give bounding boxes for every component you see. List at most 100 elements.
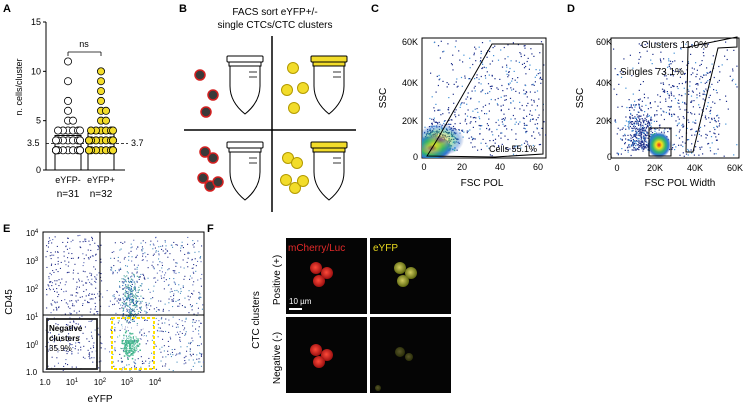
panel-d-event (641, 105, 643, 107)
panel-c-event (484, 104, 487, 106)
panel-d-event (726, 49, 728, 51)
panel-d-event (631, 149, 633, 151)
panel-e-event (142, 335, 144, 337)
panel-d-event (626, 106, 628, 109)
panel-e-event (152, 248, 154, 250)
panel-e-event (63, 251, 65, 253)
panel-e-event (71, 300, 73, 302)
panel-e-event (173, 270, 175, 272)
panel-e-event (126, 348, 129, 351)
panel-d-event (725, 41, 727, 43)
panel-e-event (126, 344, 129, 346)
panel-e-event (121, 281, 123, 283)
panel-e-event (187, 295, 189, 297)
panel-e-event (48, 287, 50, 289)
panel-c-event (525, 131, 527, 133)
panel-c-event (517, 123, 520, 125)
panel-e-event (65, 264, 67, 266)
panel-d-event (669, 128, 671, 130)
panel-e-event (188, 359, 190, 361)
panel-c-event (498, 124, 500, 126)
panel-e-event (185, 362, 187, 364)
panel-e-event (122, 285, 124, 287)
panel-d-event (702, 153, 704, 155)
panel-d-event (639, 98, 641, 100)
panel-c-event (472, 146, 474, 148)
panel-e-event (129, 313, 131, 315)
panel-e-event (137, 358, 139, 360)
panel-e-event (75, 342, 77, 344)
panel-e-event (80, 349, 82, 351)
panel-e-event (131, 272, 133, 274)
panel-c-ytick: 20K (402, 116, 418, 126)
panel-e-events (45, 234, 204, 372)
panel-c-event (486, 127, 488, 130)
panel-e-event (70, 313, 72, 315)
panel-a-point (52, 146, 61, 155)
panel-e-event (184, 356, 186, 358)
panel-c-event (479, 125, 481, 127)
panel-e-event (91, 319, 93, 321)
panel-e-event (136, 268, 138, 270)
panel-e-event (141, 289, 143, 291)
panel-e-event (201, 308, 203, 310)
panel-d-event (670, 74, 672, 76)
panel-d-event (662, 82, 664, 84)
panel-e-event (141, 334, 143, 336)
panel-d-event (704, 99, 706, 101)
panel-d-event (675, 146, 677, 148)
panel-e-event (128, 321, 130, 323)
panel-e-event (88, 294, 90, 296)
panel-e-event (170, 244, 172, 246)
panel-c-event (433, 120, 435, 122)
panel-e-event (128, 316, 130, 318)
panel-e-event (94, 276, 96, 278)
panel-c-event (539, 134, 541, 136)
panel-e-event (78, 278, 80, 280)
panel-c-event (519, 101, 521, 103)
panel-e-event (135, 304, 137, 306)
panel-a-point (102, 106, 111, 115)
panel-d-event (701, 60, 703, 62)
panel-e-event (178, 284, 180, 286)
panel-d-event (736, 86, 738, 88)
panel-e-event (67, 265, 69, 267)
panel-d-event (637, 111, 639, 113)
panel-d-event (670, 106, 672, 108)
panel-d-event (643, 127, 646, 129)
panel-e-event (81, 280, 83, 282)
panel-e-event (53, 254, 55, 256)
panel-e-event (172, 354, 174, 356)
panel-c-event (489, 40, 491, 42)
panel-b-title-2: single CTCs/CTC clusters (217, 20, 332, 31)
panel-e-event (110, 318, 112, 320)
panel-c-event (448, 107, 450, 109)
panel-e-event (165, 252, 167, 254)
panel-d-event (644, 135, 646, 137)
panel-e-event (73, 338, 75, 340)
panel-e-event (47, 331, 49, 333)
panel-e-event (172, 300, 174, 302)
panel-a-dashed-value: 3.5 (27, 138, 40, 148)
panel-e-xlabel: eYFP (87, 394, 112, 405)
panel-c-event (453, 83, 455, 85)
panel-c-event (474, 138, 476, 140)
panel-e-event (130, 287, 132, 289)
panel-e-event (85, 240, 87, 242)
panel-e-event (131, 315, 133, 317)
panel-c-event (478, 101, 480, 103)
panel-e-event (92, 361, 94, 363)
panel-c-event (545, 134, 546, 136)
panel-e-event (173, 281, 175, 283)
panel-c-event (541, 127, 543, 129)
panel-c-event (510, 102, 512, 104)
panel-e-event (161, 330, 163, 332)
panel-e-event (114, 298, 116, 300)
panel-d-event (624, 143, 626, 145)
panel-e-event (125, 285, 127, 287)
panel-e-event (137, 291, 139, 293)
panel-d-event (698, 113, 700, 115)
panel-d-event (644, 133, 647, 136)
panel-d-event (617, 154, 619, 156)
panel-e-event (50, 312, 52, 314)
